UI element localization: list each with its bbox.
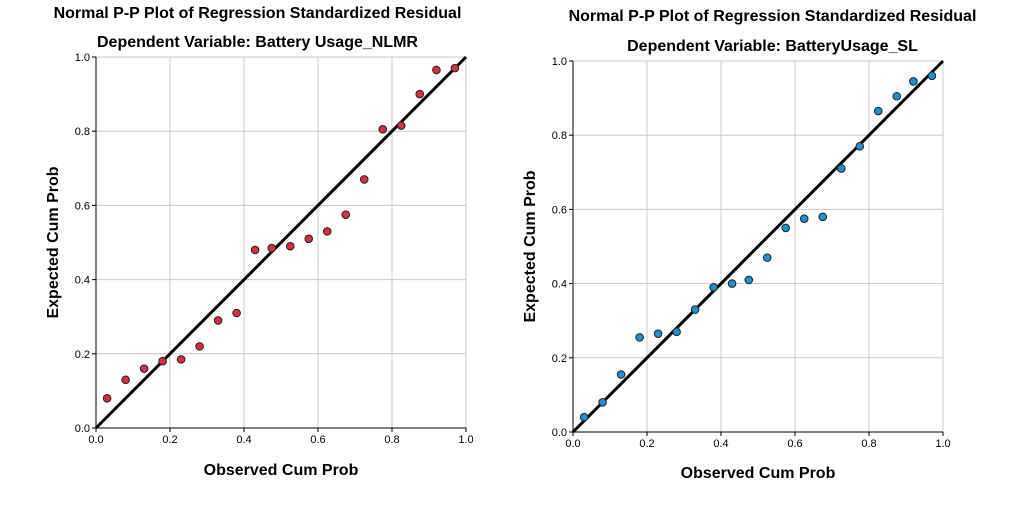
pp-plot-sl: Normal P-P Plot of Regression Standardiz… [515, 0, 1030, 518]
x-tick-label: 1.0 [458, 434, 473, 446]
y-tick-label: 0.0 [75, 423, 90, 435]
data-point [450, 63, 460, 73]
chart-subtitle: Dependent Variable: Battery Usage_NLMR [97, 34, 418, 51]
x-tick-label: 0.8 [861, 438, 876, 450]
data-point [892, 91, 902, 101]
data-point [322, 227, 332, 236]
y-tick-label: 1.0 [552, 56, 567, 68]
reference-line [94, 55, 468, 430]
y-tick-label: 0.8 [552, 130, 567, 142]
data-point [213, 316, 223, 325]
data-point [415, 89, 425, 99]
data-point [432, 65, 441, 75]
data-point [927, 71, 937, 81]
pp-plot-nlmr: Normal P-P Plot of Regression Standardiz… [45, 5, 474, 479]
y-tick-label: 0.6 [75, 200, 90, 212]
y-tick-label: 0.0 [552, 427, 567, 439]
chart-title: Normal P-P Plot of Regression Standardiz… [53, 5, 462, 22]
data-point [653, 329, 663, 338]
x-tick-label: 0.0 [88, 434, 103, 446]
y-tick-label: 0.4 [552, 279, 567, 291]
x-tick-label: 0.4 [236, 434, 251, 446]
y-tick-label: 0.4 [75, 275, 90, 287]
data-point [341, 210, 351, 219]
data-point [855, 142, 865, 151]
data-point [285, 241, 295, 251]
data-point [616, 370, 626, 379]
data-point [195, 342, 204, 351]
data-point [121, 375, 130, 385]
x-tick-label: 0.2 [162, 434, 177, 446]
data-point [635, 333, 644, 342]
x-axis-label: Observed Cum Prob [204, 462, 359, 479]
data-point [762, 253, 772, 262]
x-tick-label: 0.6 [310, 434, 325, 446]
data-point [176, 355, 186, 364]
data-point [690, 305, 700, 314]
data-point [158, 356, 167, 366]
x-tick-label: 0.4 [713, 438, 728, 450]
chart-title: Normal P-P Plot of Regression Standardiz… [568, 8, 977, 25]
data-point [267, 243, 277, 253]
data-point [781, 223, 791, 233]
y-axis-label: Expected Cum Prob [522, 170, 539, 322]
x-tick-label: 0.0 [565, 438, 580, 450]
x-axis-label: Observed Cum Prob [681, 465, 836, 482]
data-point [378, 125, 388, 134]
data-point [598, 398, 607, 407]
data-point [396, 121, 406, 130]
data-point [799, 214, 809, 223]
data-point [579, 412, 589, 422]
x-tick-label: 0.2 [639, 438, 654, 450]
data-point [873, 106, 883, 116]
y-tick-label: 0.2 [75, 349, 90, 361]
data-point [139, 364, 149, 373]
y-tick-label: 0.6 [552, 204, 567, 216]
data-point [818, 212, 828, 222]
y-axis-label: Expected Cum Prob [45, 166, 62, 318]
data-point [727, 279, 737, 288]
x-tick-label: 1.0 [935, 438, 950, 450]
y-tick-label: 0.8 [75, 126, 90, 138]
data-point [744, 275, 754, 285]
data-point [359, 175, 369, 184]
data-point [250, 245, 260, 255]
pp-plot-svg-sl: 0.0 0.2 0.4 0.6 0.8 1.0 0.0 0.2 0.4 0.6 0.8 1.0 Obse… [522, 56, 951, 482]
data-point [672, 327, 681, 337]
data-point [909, 77, 918, 86]
y-tick-label: 0.2 [552, 353, 567, 365]
data-point [102, 394, 112, 403]
data-point [709, 283, 718, 292]
data-point [232, 308, 241, 318]
data-point [304, 234, 314, 244]
data-point [836, 164, 846, 173]
pp-plot-svg-nlmr: 0.0 0.2 0.4 0.6 0.8 1.0 0.0 0.2 0.4 0.6 0.8 1.0 Obse… [45, 52, 474, 479]
y-tick-label: 1.0 [75, 52, 90, 64]
chart-subtitle: Dependent Variable: BatteryUsage_SL [627, 38, 918, 55]
x-tick-label: 0.8 [384, 434, 399, 446]
reference-line [571, 59, 945, 434]
x-tick-label: 0.6 [787, 438, 802, 450]
